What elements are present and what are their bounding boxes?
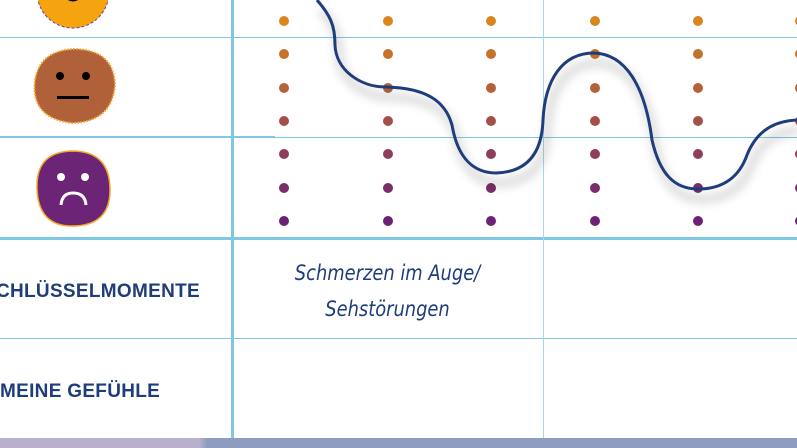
grid-dot: [486, 149, 496, 159]
mood-curve: [315, 0, 797, 191]
grid-dot: [693, 149, 703, 159]
grid-line: [0, 338, 797, 339]
key-moments-label: SCHLÜSSELMOMENTE: [0, 281, 200, 302]
grid-dot: [590, 16, 600, 26]
grid-dot: [383, 149, 393, 159]
decorative-footer: [0, 438, 797, 448]
grid-dot: [486, 83, 496, 93]
note-line-1: Schmerzen im Auge/: [294, 261, 481, 285]
mood-icons: [33, 0, 117, 227]
grid-dot: [590, 83, 600, 93]
grid-line: [0, 237, 797, 240]
grid-dot: [279, 149, 289, 159]
grid-dot: [486, 216, 496, 226]
grid-dot: [693, 216, 703, 226]
mood-curve-area: [279, 0, 797, 226]
grid-dot: [279, 16, 289, 26]
grid-dot: [693, 49, 703, 59]
grid-dot: [279, 216, 289, 226]
grid-dot: [693, 16, 703, 26]
feelings-label: MEINE GEFÜHLE: [0, 381, 161, 402]
sad-face-icon: [36, 150, 111, 227]
grid-dot: [279, 83, 289, 93]
grid-dot: [383, 116, 393, 126]
grid-dot: [590, 216, 600, 226]
grid-dot: [486, 49, 496, 59]
grid-dot: [590, 149, 600, 159]
grid-line: [275, 137, 797, 138]
note-line-2: Sehstörungen: [325, 297, 450, 321]
grid-dot: [383, 183, 393, 193]
grid-dot: [383, 216, 393, 226]
mood-curve-shadow: [318, 8, 797, 203]
grid-dot: [693, 116, 703, 126]
grid-dot: [279, 49, 289, 59]
grid-dot: [486, 116, 496, 126]
grid-dot: [590, 116, 600, 126]
grid-dot: [693, 83, 703, 93]
grid-line: [0, 136, 275, 138]
neutral-face-icon: [33, 47, 117, 125]
grid-dot: [590, 183, 600, 193]
grid-line: [543, 0, 544, 438]
grid-line: [0, 37, 797, 38]
key-moment-note: Schmerzen im Auge/ Sehstörungen: [255, 255, 519, 327]
grid-dot: [279, 183, 289, 193]
grid-line: [231, 0, 234, 438]
grid-dot: [279, 116, 289, 126]
happy-sun-face-icon: [37, 0, 109, 29]
grid-dot: [383, 49, 393, 59]
grid-dot: [383, 16, 393, 26]
grid-dot: [486, 16, 496, 26]
